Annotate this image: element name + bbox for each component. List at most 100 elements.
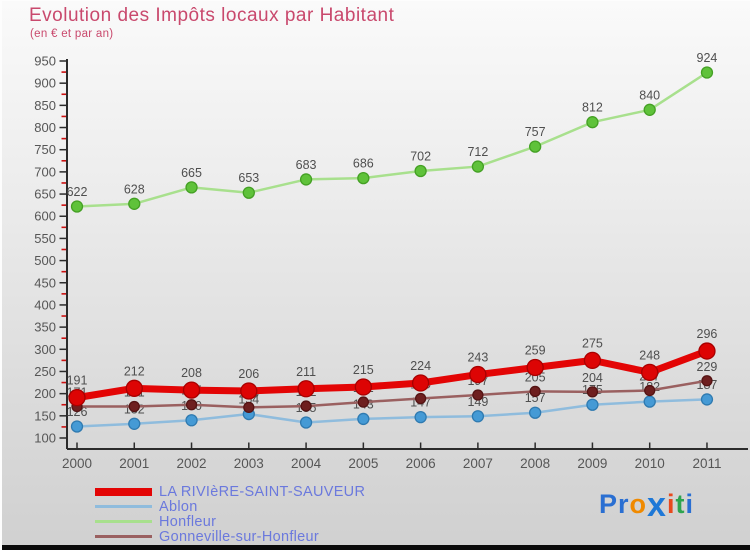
data-point xyxy=(68,388,86,407)
data-label: 206 xyxy=(238,367,259,381)
data-label: 149 xyxy=(467,395,488,409)
data-point xyxy=(297,380,315,398)
logo-letter: x xyxy=(647,486,667,524)
data-point xyxy=(529,406,542,419)
data-point xyxy=(700,66,714,79)
y-tick-label: 250 xyxy=(34,364,56,379)
data-label: 204 xyxy=(582,371,603,385)
y-tick-label: 850 xyxy=(34,98,56,113)
data-point xyxy=(185,399,198,411)
legend-item: LA RIVIèRE-SAINT-SAUVEUR xyxy=(95,483,366,500)
data-point xyxy=(414,411,427,424)
x-tick-label: 2011 xyxy=(692,456,721,471)
data-label: 622 xyxy=(67,185,88,199)
y-tick-label: 650 xyxy=(34,187,56,202)
data-label: 275 xyxy=(582,336,603,350)
legend: LA RIVIèRE-SAINT-SAUVEUR Ablon Honfleur Gon… xyxy=(95,483,366,545)
x-tick-label: 2009 xyxy=(577,456,607,471)
y-tick-label: 400 xyxy=(34,297,56,312)
logo-letter: o xyxy=(629,489,648,519)
data-point xyxy=(414,164,427,178)
data-point xyxy=(644,384,656,397)
data-label: 683 xyxy=(296,158,317,172)
logo-letter: i xyxy=(666,489,676,519)
x-tick-label: 2001 xyxy=(119,456,149,471)
data-point xyxy=(529,140,542,153)
legend-label: Gonneville-sur-Honfleur xyxy=(159,528,320,545)
logo-letter: t xyxy=(675,489,686,519)
data-point xyxy=(357,171,370,185)
data-point xyxy=(701,375,713,387)
legend-swatch xyxy=(95,535,152,538)
data-point xyxy=(583,351,602,370)
legend-item: Gonneville-sur-Honfleur xyxy=(95,528,365,545)
logo-letter: P xyxy=(599,489,619,519)
data-point xyxy=(70,420,84,433)
data-point xyxy=(471,160,485,173)
chart-title: Evolution des Impôts locaux par Habitant xyxy=(29,5,395,26)
data-point xyxy=(586,116,599,129)
y-tick-label: 550 xyxy=(34,231,56,246)
data-label: 208 xyxy=(181,366,202,380)
data-label: 191 xyxy=(67,374,88,388)
y-tick-label: 100 xyxy=(34,431,56,446)
data-point xyxy=(357,412,370,426)
data-point xyxy=(698,342,716,360)
data-point xyxy=(411,374,430,392)
data-label: 628 xyxy=(124,182,145,196)
data-label: 224 xyxy=(410,359,431,373)
data-label: 212 xyxy=(124,364,145,378)
proxiti-logo: Proxiti xyxy=(599,486,694,524)
x-tick-label: 2003 xyxy=(234,456,264,471)
y-tick-label: 700 xyxy=(34,164,56,179)
data-label: 653 xyxy=(238,171,259,185)
y-tick-label: 300 xyxy=(34,342,56,357)
logo-letter: r xyxy=(618,489,630,519)
data-label: 157 xyxy=(525,391,546,405)
x-tick-label: 2005 xyxy=(348,456,378,471)
series-line xyxy=(75,71,709,208)
x-tick-label: 2002 xyxy=(177,456,207,471)
data-label: 686 xyxy=(353,157,374,171)
data-label: 757 xyxy=(525,125,546,139)
x-tick-label: 2000 xyxy=(62,456,92,471)
data-label: 702 xyxy=(410,149,431,163)
legend-item: Ablon xyxy=(95,498,365,515)
data-point xyxy=(185,181,198,194)
data-point xyxy=(357,396,370,408)
data-point xyxy=(529,385,541,398)
data-label: 248 xyxy=(639,348,660,362)
x-tick-label: 2010 xyxy=(635,456,665,471)
data-label: 665 xyxy=(181,166,202,180)
x-tick-label: 2006 xyxy=(406,456,436,471)
data-point xyxy=(414,392,427,405)
legend-swatch xyxy=(95,505,152,508)
data-point xyxy=(472,389,484,401)
data-point xyxy=(300,400,312,412)
data-point xyxy=(242,186,255,199)
data-point xyxy=(586,386,599,398)
data-label: 840 xyxy=(639,88,660,102)
data-label: 243 xyxy=(467,351,488,365)
data-point xyxy=(469,365,487,384)
y-tick-label: 350 xyxy=(34,320,56,335)
x-tick-label: 2008 xyxy=(520,456,550,471)
legend-label: LA RIVIèRE-SAINT-SAUVEUR xyxy=(159,483,366,500)
data-point xyxy=(641,363,659,382)
legend-swatch xyxy=(95,487,152,496)
y-tick-label: 800 xyxy=(34,120,56,135)
legend-label: Ablon xyxy=(159,498,198,515)
y-tick-label: 150 xyxy=(34,408,56,423)
data-label: 229 xyxy=(697,360,718,374)
x-tick-label: 2004 xyxy=(291,456,322,471)
data-point xyxy=(586,398,599,411)
data-point xyxy=(128,400,140,413)
data-point xyxy=(70,200,84,213)
data-point xyxy=(526,358,544,377)
y-tick-label: 750 xyxy=(34,142,56,157)
data-point xyxy=(182,381,201,399)
data-point xyxy=(299,416,313,429)
data-label: 812 xyxy=(582,101,603,115)
